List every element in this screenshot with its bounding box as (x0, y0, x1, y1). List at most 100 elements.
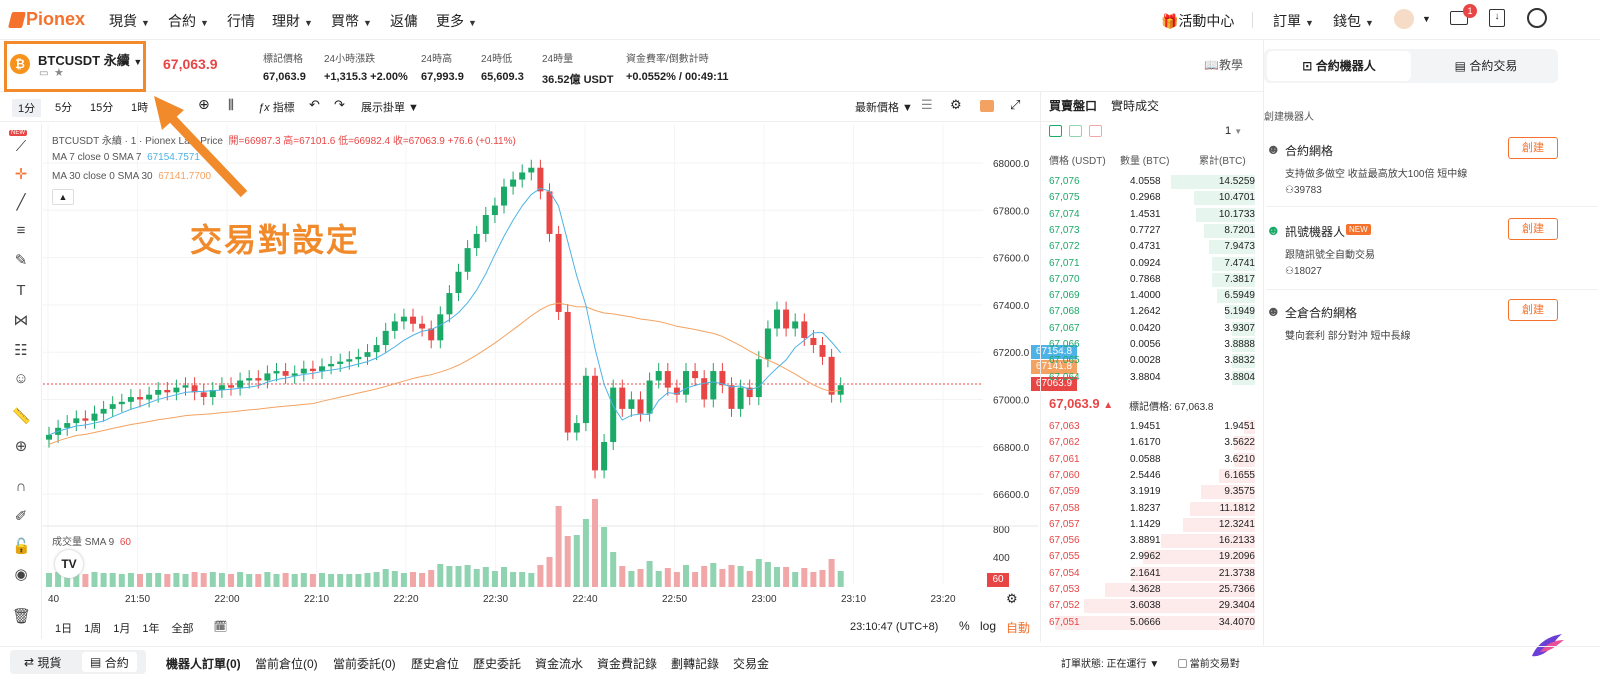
asks-row[interactable]: 67,076 4.0558 14.5259 (1041, 174, 1255, 190)
bids-row[interactable]: 67,053 4.3628 25.7366 (1041, 582, 1255, 598)
nav-wallet[interactable]: 錢包 ▼ (1333, 13, 1374, 29)
range-all[interactable]: 全部 (171, 623, 194, 635)
asks-row[interactable]: 67,073 0.7727 8.7201 (1041, 223, 1255, 239)
nav-more[interactable]: 更多 ▼ (436, 13, 477, 29)
precision-select[interactable]: 1 ▼ (1225, 125, 1243, 137)
link-open-orders[interactable]: 當前委託(0) (333, 657, 396, 671)
view-asks-icon[interactable] (1089, 125, 1102, 137)
nav-buy-crypto[interactable]: 買幣 ▼ (331, 13, 372, 29)
log-toggle[interactable]: log (980, 619, 997, 633)
add-icon[interactable]: ⊕ (198, 96, 210, 112)
eye-icon[interactable]: ◉ (14, 566, 28, 583)
screenshot-icon[interactable] (980, 100, 994, 112)
asks-row[interactable]: 67,064 3.8804 3.8804 (1041, 370, 1255, 386)
bids-row[interactable]: 67,054 2.1641 21.3738 (1041, 566, 1255, 582)
bids-row[interactable]: 67,056 3.8891 16.2133 (1041, 533, 1255, 549)
tutorial-link[interactable]: 📖教學 (1204, 58, 1243, 72)
nav-orders[interactable]: 訂單 ▼ (1273, 13, 1314, 29)
candle-type-icon[interactable]: ⫼ (228, 97, 234, 112)
chart-canvas[interactable]: 40 21:50 22:00 22:10 22:20 22:30 22:40 22:50 23:… (43, 124, 1038, 639)
show-pending-orders[interactable]: 展示掛單 ▼ (361, 102, 419, 114)
asks-row[interactable]: 67,065 0.0028 3.8832 (1041, 353, 1255, 369)
bids-row[interactable]: 67,057 1.1429 12.3241 (1041, 517, 1255, 533)
link-funding-fees[interactable]: 資金費記錄 (597, 657, 658, 671)
gear-icon[interactable]: ⚙ (950, 97, 962, 112)
emoji-icon[interactable]: ☺ (13, 370, 29, 387)
fib-tool-icon[interactable]: ☷ (14, 342, 28, 359)
bids-row[interactable]: 67,055 2.9962 19.2096 (1041, 549, 1255, 565)
nav-futures[interactable]: 合約 ▼ (168, 13, 209, 29)
link-positions[interactable]: 當前倉位(0) (255, 657, 318, 671)
avatar[interactable] (1394, 9, 1414, 29)
latest-price-dropdown[interactable]: 最新價格 ▼ (855, 102, 913, 114)
create-cross-grid-button[interactable]: 創建 (1508, 299, 1558, 321)
crosshair-icon[interactable]: ✛ (14, 166, 28, 183)
brush-icon[interactable]: ✎ (14, 252, 28, 269)
bids-row[interactable]: 67,059 3.1919 9.3575 (1041, 484, 1255, 500)
line-tool-icon[interactable]: ╱ (16, 194, 26, 211)
tradingview-logo[interactable]: TV (55, 550, 83, 578)
nav-markets[interactable]: 行情 (227, 13, 255, 29)
activity-center[interactable]: 🎁活動中心 (1161, 13, 1235, 29)
channel-tool-icon[interactable]: ≡ (16, 222, 26, 239)
download-icon[interactable]: ↓ (1489, 9, 1505, 27)
tab-futures-trade[interactable]: ▤ 合約交易 (1454, 59, 1518, 73)
interval-5m[interactable]: 5分 (55, 102, 73, 114)
asks-row[interactable]: 67,072 0.4731 7.9473 (1041, 239, 1255, 255)
trend-tool-icon[interactable]: ⟋ (15, 138, 27, 155)
settings-icon[interactable] (1527, 8, 1547, 28)
range-1y[interactable]: 1年 (142, 623, 160, 635)
trash-icon[interactable]: 🗑 (12, 608, 32, 625)
bids-row[interactable]: 67,063 1.9451 1.9451 (1041, 419, 1255, 435)
range-1w[interactable]: 1周 (84, 623, 102, 635)
interval-1h[interactable]: 1時 (131, 102, 149, 114)
list-icon[interactable]: ☰ (921, 97, 933, 112)
bottom-tab-futures[interactable]: ▤ 合約 (82, 652, 137, 672)
view-bids-icon[interactable] (1069, 125, 1082, 137)
bids-row[interactable]: 67,060 2.5446 6.1655 (1041, 468, 1255, 484)
lock-drawing-icon[interactable]: ✐ (14, 508, 28, 525)
bids-row[interactable]: 67,058 1.8237 11.1812 (1041, 501, 1255, 517)
ruler-icon[interactable]: 📏 (12, 408, 31, 425)
asks-row[interactable]: 67,067 0.0420 3.9307 (1041, 321, 1255, 337)
bids-row[interactable]: 67,062 1.6170 3.5622 (1041, 435, 1255, 451)
fullscreen-icon[interactable]: ⤢ (1010, 97, 1021, 112)
link-bot-orders[interactable]: 機器人訂單(0) (166, 657, 241, 671)
range-1d[interactable]: 1日 (55, 623, 73, 635)
link-transfers[interactable]: 劃轉記錄 (671, 657, 720, 671)
link-position-history[interactable]: 歷史倉位 (411, 657, 460, 671)
mail-icon[interactable] (1450, 11, 1468, 25)
chart-settings-icon[interactable]: ⚙ (1006, 591, 1018, 606)
asks-row[interactable]: 67,070 0.7868 7.3817 (1041, 272, 1255, 288)
chevron-down-icon[interactable]: ▼ (1422, 14, 1431, 24)
link-fund-flow[interactable]: 資金流水 (535, 657, 584, 671)
asks-row[interactable]: 67,071 0.0924 7.4741 (1041, 256, 1255, 272)
indicators-button[interactable]: ƒx 指標 (258, 102, 295, 114)
order-status-filter[interactable]: 訂單狀態: 正在運行 ▼ (1061, 659, 1160, 670)
undo-icon[interactable]: ↶ (309, 97, 320, 112)
bids-row[interactable]: 67,061 0.0588 3.6210 (1041, 452, 1255, 468)
tab-trades[interactable]: 實時成交 (1111, 99, 1160, 113)
range-1m[interactable]: 1月 (113, 623, 131, 635)
lock-icon[interactable]: 🔓 (12, 538, 31, 555)
asks-row[interactable]: 67,066 0.0056 3.8888 (1041, 337, 1255, 353)
tab-orderbook[interactable]: 買賣盤口 (1049, 99, 1098, 113)
zoom-in-icon[interactable]: ⊕ (14, 438, 28, 455)
nav-spot[interactable]: 現貨 ▼ (109, 13, 150, 29)
link-order-history[interactable]: 歷史委託 (473, 657, 522, 671)
book-icon[interactable]: ▭ (39, 68, 49, 79)
percent-toggle[interactable]: % (959, 619, 970, 633)
pionex-logo[interactable]: Pionex (8, 9, 85, 30)
star-icon[interactable]: ★ (54, 67, 64, 79)
asks-row[interactable]: 67,075 0.2968 10.4701 (1041, 190, 1255, 206)
bottom-tab-spot[interactable]: ⇄ 現貨 (24, 655, 62, 670)
create-grid-button[interactable]: 創建 (1508, 137, 1558, 159)
collapse-legend-button[interactable]: ▲ (52, 189, 74, 205)
asks-row[interactable]: 67,074 1.4531 10.1733 (1041, 207, 1255, 223)
magnet-icon[interactable]: ∩ (15, 478, 27, 495)
nav-referral[interactable]: 返傭 (390, 13, 418, 29)
asks-row[interactable]: 67,068 1.2642 5.1949 (1041, 304, 1255, 320)
nav-earn[interactable]: 理財 ▼ (272, 13, 313, 29)
price-chart[interactable]: 40 21:50 22:00 22:10 22:20 22:30 22:40 22:50 23:… (43, 124, 1077, 639)
link-trading-bonus[interactable]: 交易金 (733, 657, 770, 671)
